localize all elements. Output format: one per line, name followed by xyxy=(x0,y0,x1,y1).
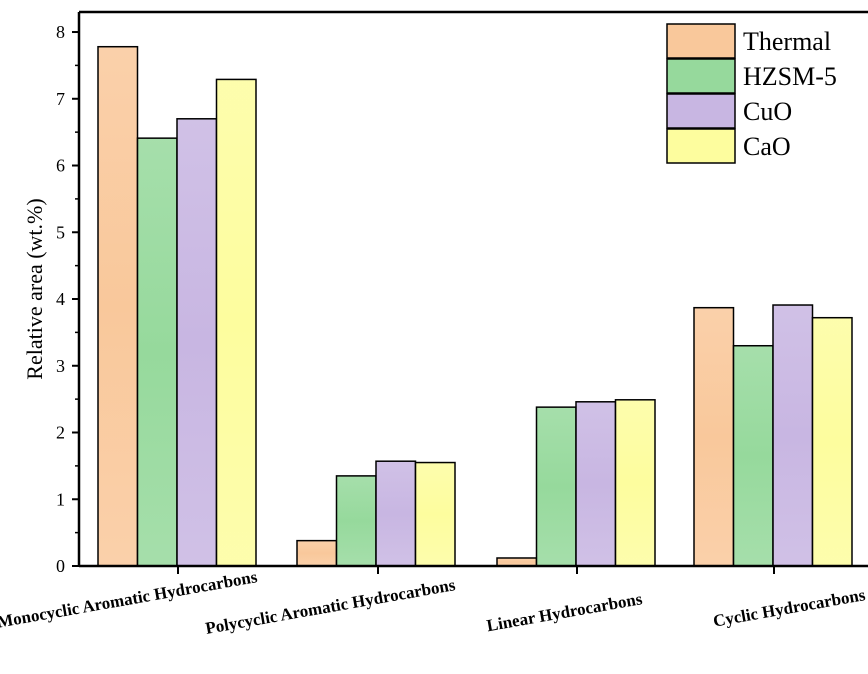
y-tick-label: 3 xyxy=(56,356,65,376)
bar-cao-4 xyxy=(811,316,853,567)
y-tick-label: 2 xyxy=(56,423,65,443)
y-tick-label: 0 xyxy=(56,556,65,576)
bar-cao-3 xyxy=(614,399,656,567)
bar-hzsm-5-4 xyxy=(732,344,774,567)
y-tick-label: 8 xyxy=(56,22,65,42)
bar-cao-1 xyxy=(215,78,257,567)
legend-label: Thermal xyxy=(743,27,831,56)
bar-hzsm-5-2 xyxy=(335,475,377,567)
y-axis-title: Relative area (wt.%) xyxy=(22,198,47,379)
bar-cuo-2 xyxy=(375,460,417,567)
bar-cao-2 xyxy=(414,461,456,567)
bar-hzsm-5-1 xyxy=(136,137,178,567)
y-tick-label: 6 xyxy=(56,156,65,176)
legend-label: CuO xyxy=(743,97,792,126)
bar-cuo-1 xyxy=(176,118,218,567)
legend-swatch xyxy=(666,23,736,59)
bars-layer xyxy=(97,45,853,567)
bar-thermal-1 xyxy=(97,45,139,567)
legend-label: CaO xyxy=(743,132,791,161)
y-tick-label: 5 xyxy=(56,222,65,242)
bar-hzsm-5-3 xyxy=(535,406,577,567)
category-label: Linear Hydrocarbons xyxy=(485,589,644,635)
bar-cuo-4 xyxy=(772,304,814,567)
legend-swatch xyxy=(666,93,736,129)
bar-thermal-4 xyxy=(693,306,735,567)
y-tick-label: 1 xyxy=(56,489,65,509)
legend-swatch xyxy=(666,58,736,94)
legend-label: HZSM-5 xyxy=(743,62,837,91)
legend-swatch xyxy=(666,128,736,164)
category-label: Cyclic Hydrocarbons xyxy=(712,585,867,631)
bar-thermal-2 xyxy=(296,539,338,567)
y-tick-label: 4 xyxy=(56,289,65,309)
y-tick-label: 7 xyxy=(56,89,65,109)
bar-cuo-3 xyxy=(575,401,617,567)
legend: Thermal HZSM-5 CuO CaO xyxy=(666,23,837,164)
